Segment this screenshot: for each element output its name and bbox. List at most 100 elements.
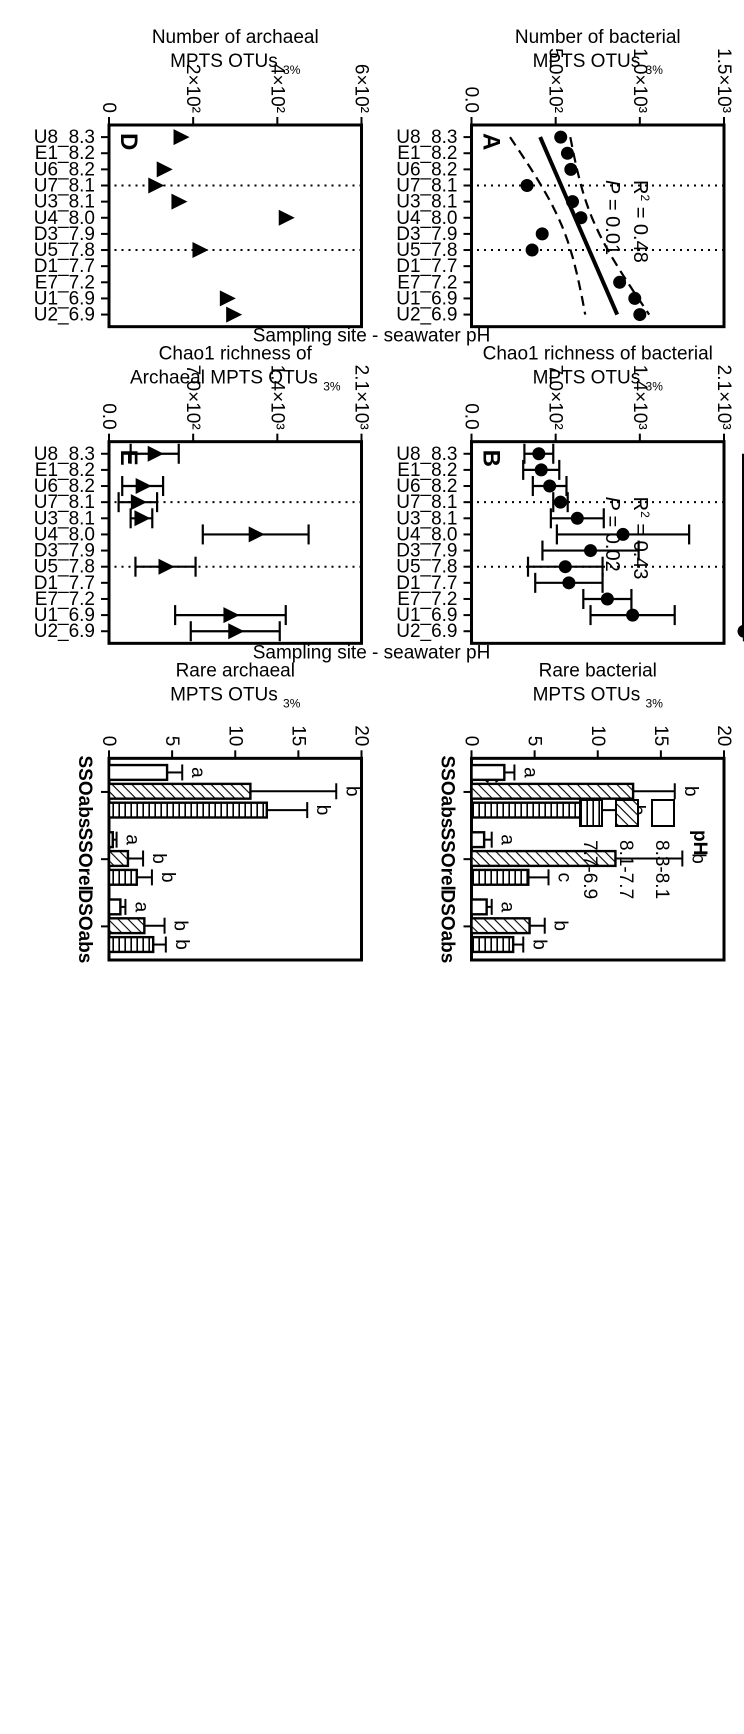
panel-d-xtick-label: U5_7.8 — [34, 240, 95, 261]
panel-a-xtick-label: D3_7.9 — [396, 224, 457, 245]
panel-a-letter: A — [478, 133, 505, 150]
panel-e-ytick-label: 2.1×10³ — [351, 365, 372, 430]
panel-b-xtick-label: E7_7.2 — [397, 589, 457, 610]
panel-e-xtick-text: U5_7.8 — [34, 557, 95, 578]
panel-f-bar — [107, 849, 130, 868]
panel-b-frame — [470, 440, 726, 645]
panel-c-bar — [470, 801, 584, 819]
panel-a-point — [525, 243, 539, 257]
panel-f-bar — [107, 801, 269, 819]
panel-e-ytick-label: 1.4×10³ — [266, 365, 287, 430]
panel-b-ytick-label: 7.0×10² — [545, 365, 566, 430]
panel-e-xtick-text: E7_7.2 — [35, 589, 95, 610]
panel-e-xtick-text: E1_8.2 — [35, 460, 95, 481]
panel-d-xtick-text: E7_7.2 — [35, 272, 95, 293]
panel-a-xtick-text: U2_6.9 — [396, 305, 457, 326]
panel-c-bar — [470, 935, 515, 954]
panel-f-category-label: DSOabs — [74, 889, 95, 963]
panel-d-ytick-label: 4×10² — [266, 64, 287, 113]
panel-f-category-label: SSOrel — [74, 827, 95, 890]
panel-d-point — [171, 193, 188, 210]
panel-c-legend-label: 7.7-6.9 — [579, 840, 600, 899]
panel-e-xtick-text: U8_8.3 — [34, 444, 95, 465]
panel-f-sig-letter: a — [122, 834, 143, 845]
x-axis-title-0: Sampling site - seawater pH — [253, 326, 491, 347]
panel-b-xtick-label: D3_7.9 — [396, 541, 457, 562]
panel-b-ytick-label: 1.4×10³ — [629, 365, 650, 430]
panel-c-legend-label: 8.3-8.1 — [651, 840, 672, 899]
panel-d-point — [192, 242, 209, 259]
panel-c-legend-swatch — [615, 799, 639, 827]
panel-b-xtick-label: E1_8.2 — [397, 460, 457, 481]
panel-b-xtick-label: D1_7.7 — [396, 573, 457, 594]
panel-a-xtick-label: E7_7.2 — [397, 272, 457, 293]
panel-b-xtick-label: U7_8.1 — [396, 492, 457, 513]
panel-b-xtick-label: U8_8.3 — [396, 444, 457, 465]
panel-c-sig-letter: a — [497, 902, 518, 913]
panel-e-xtick-label: E1_8.2 — [35, 460, 95, 481]
panel-a-point — [566, 195, 579, 209]
panel-d-xtick-label: U1_6.9 — [34, 288, 95, 309]
panel-d-ylabel-line1: Number of archaeal — [152, 27, 319, 48]
panel-b-xtick-text: U4_8.0 — [396, 524, 457, 545]
panel-a-xtick-label: U6_8.2 — [396, 159, 457, 180]
panel-d-ytick-label: 0 — [98, 102, 119, 113]
panel-d-xtick-label: D3_7.9 — [34, 224, 95, 245]
panel-a-stat-r2: R2 = 0.48 — [629, 180, 652, 263]
panel-d-point — [173, 129, 190, 146]
panel-e-point — [158, 558, 175, 575]
panel-d-point — [219, 290, 236, 307]
panel-d-xtick-label: E1_8.2 — [35, 143, 95, 164]
panel-e-point — [147, 445, 164, 462]
panel-e-xtick-label: U1_6.9 — [34, 605, 95, 626]
panel-e-xtick-label: D3_7.9 — [34, 541, 95, 562]
panel-f-ytick-label: 15 — [287, 725, 308, 746]
panel-b-point — [543, 479, 557, 493]
panel-c-category-label: DSOabs — [437, 889, 458, 963]
panel-b-point — [562, 576, 576, 590]
panel-d-xtick-text: D1_7.7 — [34, 256, 95, 277]
panel-c-legend-title: pH — [689, 830, 710, 855]
panel-a-frame — [470, 123, 726, 329]
panel-b-xtick-text: U1_6.9 — [396, 605, 457, 626]
panel-d-xtick-label: E7_7.2 — [35, 272, 95, 293]
panel-a-point — [554, 130, 568, 144]
panel-c-legend-swatch — [651, 799, 675, 827]
panel-f-bar — [107, 898, 122, 916]
panel-a-point — [564, 162, 578, 176]
panel-a-point — [613, 275, 627, 289]
panel-d-xtick-label: U8_8.3 — [34, 127, 95, 148]
panel-c-ytick-label: 5 — [524, 736, 545, 747]
panel-e-point — [223, 607, 240, 624]
panel-d-xtick-text: U5_7.8 — [34, 240, 95, 261]
panel-e-xtick-label: E7_7.2 — [35, 589, 95, 610]
panel-a-point — [628, 291, 642, 305]
panel-d-xtick-label: U4_8.0 — [34, 208, 95, 229]
panel-b-xtick-text: D1_7.7 — [396, 573, 457, 594]
panel-d-xtick-text: E1_8.2 — [35, 143, 95, 164]
panel-a-ytick-label: 0.0 — [461, 87, 482, 113]
panel-b-xtick-label: U4_8.0 — [396, 524, 457, 545]
panel-c-ytick-label: 10 — [587, 725, 608, 746]
panel-a-xtick-text: U3_8.1 — [396, 192, 457, 213]
panel-b-xtick-text: D3_7.9 — [396, 541, 457, 562]
panel-f-ytick-label: 5 — [161, 736, 182, 747]
panel-a-confidence-band-lower — [509, 136, 587, 315]
panel-e-ylabel-line1: Chao1 richness of — [159, 344, 313, 365]
panel-c-bar — [470, 831, 486, 849]
panel-e-xtick-text: U1_6.9 — [34, 605, 95, 626]
panel-d-frame — [107, 123, 363, 329]
panel-e-xtick-label: U7_8.1 — [34, 492, 95, 513]
panel-f-sig-letter: b — [170, 920, 191, 931]
panel-b-xtick-label: U1_6.9 — [396, 605, 457, 626]
panel-a-xtick-text: D3_7.9 — [396, 224, 457, 245]
panel-e-xtick-label: U2_6.9 — [34, 621, 95, 642]
panel-f-sig-letter: b — [148, 853, 169, 864]
panel-d-point — [156, 161, 173, 178]
panel-a-xtick-label: U2_6.9 — [396, 305, 457, 326]
panel-f-ytick-label: 10 — [224, 725, 245, 746]
panel-c-ytick-label: 15 — [650, 725, 671, 746]
panel-d-letter: D — [115, 133, 142, 150]
panel-b-xtick-text: U6_8.2 — [396, 476, 457, 497]
